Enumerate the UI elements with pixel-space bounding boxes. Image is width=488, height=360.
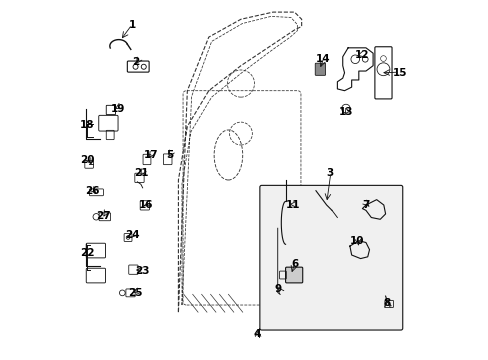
Text: 17: 17 (144, 150, 159, 160)
Text: 10: 10 (349, 236, 364, 246)
Text: 14: 14 (315, 54, 330, 64)
Text: 2: 2 (132, 57, 139, 67)
Text: 27: 27 (96, 211, 110, 221)
FancyBboxPatch shape (315, 63, 325, 75)
Text: 23: 23 (135, 266, 150, 276)
Text: 26: 26 (85, 186, 100, 196)
Text: 12: 12 (354, 50, 369, 60)
Text: 21: 21 (133, 168, 148, 178)
FancyBboxPatch shape (259, 185, 402, 330)
Text: 25: 25 (128, 288, 142, 297)
Text: 13: 13 (338, 107, 353, 117)
Text: 15: 15 (392, 68, 407, 78)
Text: 9: 9 (274, 284, 282, 294)
Text: 22: 22 (80, 248, 94, 258)
Text: 11: 11 (285, 200, 299, 210)
Text: 6: 6 (290, 259, 298, 269)
Text: 3: 3 (326, 168, 333, 178)
Text: 8: 8 (383, 298, 390, 308)
Text: 24: 24 (124, 230, 139, 240)
Text: 4: 4 (253, 329, 260, 339)
Text: 5: 5 (165, 150, 173, 160)
Text: 16: 16 (139, 200, 153, 210)
Text: 18: 18 (80, 120, 94, 130)
Text: 7: 7 (362, 200, 369, 210)
FancyBboxPatch shape (285, 267, 302, 283)
Text: 1: 1 (128, 19, 135, 30)
Text: 20: 20 (80, 156, 94, 165)
Text: 19: 19 (110, 104, 124, 113)
